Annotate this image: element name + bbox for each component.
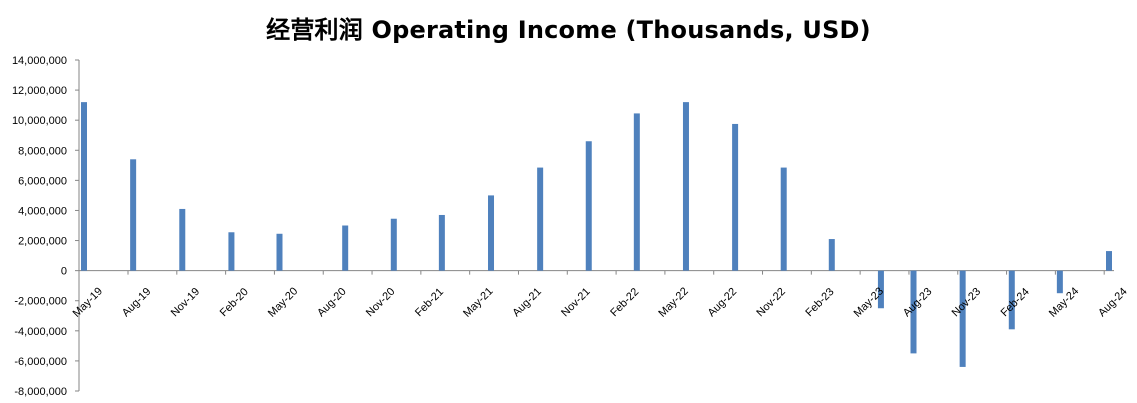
y-tick-label: -6,000,000 — [14, 356, 67, 368]
x-tick-label: Nov-20 — [364, 286, 398, 320]
bar — [682, 102, 689, 271]
x-tick-label: Nov-22 — [754, 286, 788, 320]
y-tick-label: 12,000,000 — [12, 85, 67, 97]
x-tick-labels: May-19 Aug-19 Nov-19 Feb-20 May-20 Aug-20 Nov-… — [71, 285, 1130, 319]
bar — [81, 102, 87, 271]
x-tick-label: Aug-22 — [706, 286, 740, 320]
bar — [585, 141, 592, 271]
bar — [390, 218, 397, 271]
y-tick-label: 8,000,000 — [18, 145, 67, 157]
y-tick-label: -8,000,000 — [14, 386, 67, 398]
x-tick-label: Feb-23 — [803, 286, 836, 319]
x-tick-label: May-22 — [656, 285, 690, 319]
bars — [81, 102, 1112, 367]
bar — [780, 167, 787, 271]
y-tick-label: 6,000,000 — [18, 175, 67, 187]
x-tick-label: May-19 — [71, 285, 105, 319]
bar — [1056, 270, 1063, 294]
axes — [75, 59, 1114, 392]
y-tick-label: -2,000,000 — [14, 296, 67, 308]
x-tick-label: Feb-21 — [413, 286, 446, 319]
y-tick-label: -4,000,000 — [14, 326, 67, 338]
x-tick-label: Feb-24 — [999, 286, 1032, 319]
bar — [488, 195, 495, 271]
bar — [179, 208, 186, 271]
bar — [959, 270, 966, 367]
bar — [1106, 251, 1112, 271]
bar — [537, 167, 544, 271]
x-tick-label: Aug-19 — [120, 286, 154, 320]
x-tick-label: Nov-21 — [559, 286, 593, 320]
bar — [276, 233, 283, 271]
y-tick-label: 2,000,000 — [18, 236, 67, 248]
x-tick-label: Aug-21 — [510, 286, 544, 320]
x-tick-label: Aug-23 — [901, 286, 935, 320]
x-tick-label: Feb-22 — [608, 286, 641, 319]
x-tick-label: May-24 — [1047, 285, 1081, 319]
x-tick-label: Nov-19 — [169, 286, 203, 320]
bar — [438, 214, 445, 271]
x-tick-label: Nov-23 — [950, 286, 984, 320]
x-tick-label: May-21 — [461, 285, 495, 319]
y-tick-label: 0 — [61, 266, 67, 278]
bar — [633, 113, 640, 271]
y-tick-label: 14,000,000 — [12, 55, 67, 67]
x-tick-label: Aug-24 — [1096, 286, 1130, 320]
bar — [732, 123, 739, 271]
chart-title: 经营利润 Operating Income (Thousands, USD) — [266, 16, 871, 44]
bar — [342, 225, 349, 271]
y-tick-label: 10,000,000 — [12, 115, 67, 127]
x-tick-label: Aug-20 — [315, 286, 349, 320]
y-tick-labels: 14,000,000 12,000,000 10,000,000 8,000,000 6… — [12, 55, 67, 398]
x-tick-label: May-20 — [266, 285, 300, 319]
bar — [228, 232, 235, 271]
bar — [130, 159, 137, 271]
bar — [828, 239, 835, 271]
bar — [910, 270, 917, 354]
bar — [877, 270, 884, 309]
y-tick-label: 4,000,000 — [18, 205, 67, 217]
x-tick-label: Feb-20 — [218, 286, 251, 319]
bar — [1008, 270, 1015, 330]
